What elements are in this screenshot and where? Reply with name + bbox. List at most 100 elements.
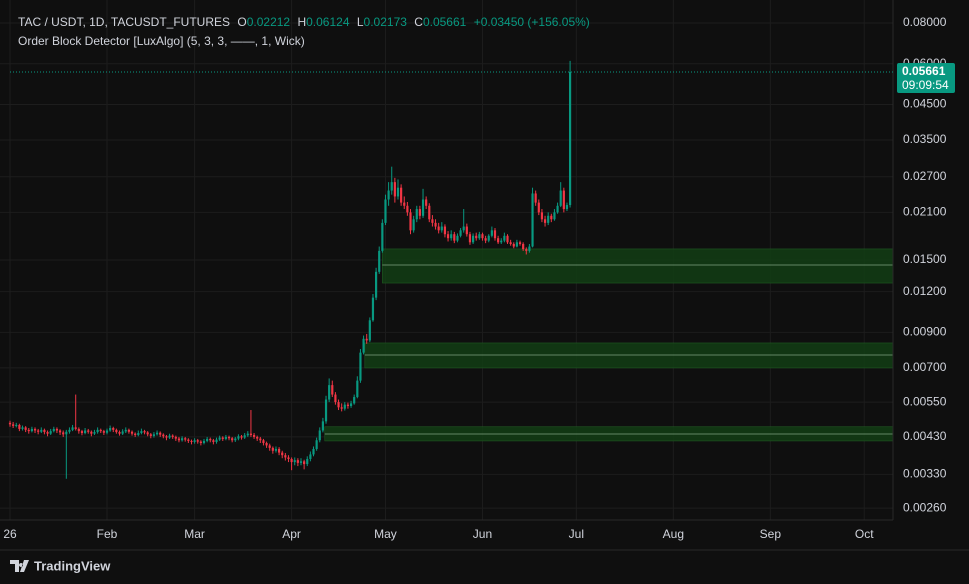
x-tick-label: Jun [473, 527, 492, 541]
candle-body [540, 212, 544, 220]
candle-body [184, 438, 187, 440]
candle-body [21, 427, 24, 429]
x-tick-label: 26 [3, 527, 17, 541]
indicator-legend[interactable]: Order Block Detector [LuxAlgo] (5, 3, 3,… [18, 34, 305, 48]
close-value: 0.05661 [423, 15, 467, 29]
candle-body [493, 230, 497, 239]
candle-body [146, 432, 149, 435]
candle-body [550, 215, 553, 220]
candle-body [190, 440, 193, 442]
candle-body [468, 234, 472, 243]
candle-body [509, 242, 512, 244]
candle-body [487, 235, 490, 241]
candle-body [221, 437, 224, 439]
candle-body [27, 429, 30, 432]
candle-body [506, 235, 509, 243]
candle-body [196, 440, 199, 442]
candle-body [90, 431, 93, 434]
candle-body [490, 230, 493, 236]
symbol-legend[interactable]: TAC / USDT, 1D, TACUSDT_FUTURES O0.02212… [18, 15, 590, 29]
candle-body [193, 440, 196, 442]
candle-body [403, 202, 406, 206]
candle-body [537, 202, 540, 213]
candle-body [409, 212, 412, 231]
candle-body [565, 205, 569, 210]
candle-body [443, 226, 447, 235]
candle-body [287, 457, 290, 459]
candle-body [46, 432, 49, 434]
ohlc-letter: L [357, 15, 364, 29]
brand[interactable]: TradingView [10, 558, 111, 573]
candle-body [168, 435, 171, 438]
candle-body [381, 222, 384, 251]
candle-body [440, 226, 443, 231]
x-tick-label: May [374, 527, 397, 541]
candle-body [112, 427, 115, 430]
candle-body [96, 429, 99, 433]
y-tick-label: 0.00330 [903, 467, 947, 481]
candle-body [374, 271, 378, 298]
candle-body [315, 440, 318, 449]
candle-body [87, 430, 90, 432]
candle-body [324, 399, 328, 422]
candle-body [437, 226, 440, 231]
candle-body [284, 455, 287, 458]
candle-body [268, 445, 271, 448]
candle-body [296, 460, 299, 463]
candle-body [202, 440, 206, 443]
candle-body [134, 433, 137, 435]
candle-body [55, 428, 59, 431]
brand-name: TradingView [34, 558, 111, 573]
candle-body [137, 433, 140, 435]
candle-body [231, 438, 234, 441]
last-price-box [897, 62, 955, 93]
candle-body [65, 431, 68, 435]
candle-body [240, 436, 243, 438]
candle-body [155, 432, 159, 435]
y-tick-label: 0.01200 [903, 284, 947, 298]
candle-body [174, 436, 177, 439]
candle-body [127, 429, 130, 432]
candle-body [102, 431, 105, 433]
candle-body [362, 338, 365, 353]
candle-body [265, 442, 268, 446]
candle-body [224, 436, 227, 439]
candle-body [534, 193, 537, 203]
candle-body [218, 437, 221, 440]
candle-body [378, 250, 381, 272]
axes: 0.080000.060000.045000.035000.027000.021… [0, 0, 955, 541]
candle-body [512, 243, 515, 247]
candle-body [343, 404, 346, 409]
symbol: TAC / USDT, 1D, TACUSDT_FUTURES [18, 15, 230, 29]
candle-body [528, 246, 531, 251]
y-tick-label: 0.02700 [903, 169, 947, 183]
candle-body [459, 230, 462, 236]
candle-body [465, 226, 468, 235]
x-tick-label: Mar [184, 527, 205, 541]
candle-body [68, 429, 71, 432]
x-tick-label: Aug [663, 527, 684, 541]
candle-body [165, 436, 168, 438]
order-block [382, 248, 894, 284]
ohlc-letter: C [414, 15, 423, 29]
candle-body [256, 436, 259, 439]
candle-body [418, 209, 421, 216]
candle-body [346, 404, 350, 406]
candle-body [446, 234, 450, 239]
candle-body [252, 434, 256, 437]
candle-body [271, 447, 274, 451]
candle-body [80, 431, 84, 434]
candle-body [249, 433, 253, 435]
candle-body [140, 431, 143, 434]
candle-body [306, 458, 309, 465]
candle-body [412, 219, 415, 231]
candle-body [118, 432, 121, 434]
candle-body [500, 240, 503, 243]
candles [8, 60, 572, 479]
y-tick-label: 0.02100 [903, 205, 947, 219]
candle-body [478, 234, 481, 239]
candle-body [531, 193, 534, 247]
candle-body [318, 430, 321, 441]
candle-body [559, 190, 562, 206]
